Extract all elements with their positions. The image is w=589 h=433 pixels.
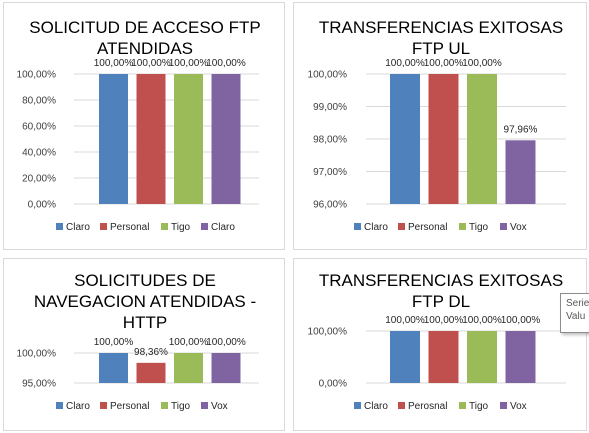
legend-swatch <box>354 402 361 409</box>
y-tick-label: 60,00% <box>22 122 56 133</box>
legend-label: Tigo <box>469 401 489 412</box>
chart-panel-ftp-ul[interactable]: TRANSFERENCIAS EXITOSAS FTP UL 96,00% 97,00… <box>293 2 587 250</box>
data-label: 98,36% <box>134 347 168 358</box>
data-label: 100,00% <box>94 337 134 348</box>
legend-label: Claro <box>66 222 90 233</box>
legend-swatch <box>201 402 208 409</box>
chart-title-line: HTTP <box>123 313 167 332</box>
data-label: 100,00% <box>169 58 209 69</box>
chart-title-line: FTP DL <box>412 292 470 311</box>
legend-label: Tigo <box>171 401 191 412</box>
y-tick-label: 100,00% <box>308 70 348 81</box>
legend-swatch <box>500 223 507 230</box>
y-tick-label: 100,00% <box>17 349 57 360</box>
y-tick-label: 99,00% <box>313 102 347 113</box>
y-tick-label: 20,00% <box>22 174 56 185</box>
data-label: 97,96% <box>504 124 538 135</box>
legend-swatch <box>500 402 507 409</box>
data-label: 100,00% <box>206 58 246 69</box>
legend-swatch <box>398 402 405 409</box>
chart-panel-ftp-dl[interactable]: TRANSFERENCIAS EXITOSAS FTP DL 0,00% 100,00… <box>293 258 587 431</box>
data-label: 100,00% <box>462 58 502 69</box>
bar-claro[interactable] <box>390 331 420 383</box>
data-label: 100,00% <box>385 58 425 69</box>
legend-label: Claro <box>211 222 235 233</box>
bar-claro[interactable] <box>99 74 128 204</box>
y-tick-label: 100,00% <box>17 70 57 81</box>
data-label: 100,00% <box>385 315 425 326</box>
y-tick-label: 40,00% <box>22 148 56 159</box>
bar-claro[interactable] <box>99 353 128 383</box>
chart-title-line: NAVEGACION ATENDIDAS - <box>34 292 256 311</box>
data-label: 100,00% <box>501 315 541 326</box>
data-label: 100,00% <box>424 315 464 326</box>
legend-label: Tigo <box>469 222 489 233</box>
bar-personal[interactable] <box>136 362 166 383</box>
legend-label: Perosnal <box>408 401 447 412</box>
legend-label: Personal <box>110 222 149 233</box>
chart-title-line: TRANSFERENCIAS EXITOSAS <box>319 18 563 37</box>
legend-label: Claro <box>364 401 388 412</box>
bar-claro[interactable] <box>390 74 420 204</box>
bar-tigo[interactable] <box>174 353 203 383</box>
y-tick-label: 0,00% <box>28 200 56 211</box>
legend-label: Personal <box>408 222 447 233</box>
bar-personal[interactable] <box>136 74 166 204</box>
chart-panel-http[interactable]: SOLICITUDES DE NAVEGACION ATENDIDAS - HTTP… <box>3 258 285 431</box>
legend-swatch <box>161 223 168 230</box>
legend-label: Personal <box>110 401 149 412</box>
legend-swatch <box>459 402 466 409</box>
chart-title-line: SOLICITUDES DE <box>74 271 216 290</box>
y-tick-label: 0,00% <box>319 379 347 390</box>
y-tick-label: 96,00% <box>313 200 347 211</box>
legend-swatch <box>56 223 63 230</box>
legend-swatch <box>100 223 107 230</box>
bar-personal[interactable] <box>428 74 459 204</box>
bar-claro[interactable] <box>211 74 241 204</box>
chart-title-line: TRANSFERENCIAS EXITOSAS <box>319 271 563 290</box>
data-label: 100,00% <box>462 315 502 326</box>
bar-tigo[interactable] <box>174 74 203 204</box>
chart-panel-ftp-access[interactable]: SOLICITUD DE ACCESO FTP ATENDIDAS 0,00% 20,… <box>3 2 285 250</box>
legend-swatch <box>161 402 168 409</box>
legend-label: Tigo <box>171 222 191 233</box>
legend-swatch <box>56 402 63 409</box>
chart-svg: SOLICITUD DE ACCESO FTP ATENDIDAS 0,00% 20,… <box>17 18 261 233</box>
legend-swatch <box>459 223 466 230</box>
chart-svg: SOLICITUDES DE NAVEGACION ATENDIDAS - HTTP… <box>17 271 259 412</box>
chart-title-line: FTP UL <box>412 39 470 58</box>
data-label: 100,00% <box>131 58 171 69</box>
legend-swatch <box>398 223 405 230</box>
data-label: 100,00% <box>169 337 209 348</box>
data-label: 100,00% <box>206 337 246 348</box>
bar-vox[interactable] <box>505 331 536 383</box>
y-tick-label: 100,00% <box>308 327 348 338</box>
legend-label: Claro <box>66 401 90 412</box>
bar-perosnal[interactable] <box>428 331 459 383</box>
y-tick-label: 95,00% <box>22 379 56 390</box>
data-label: 100,00% <box>94 58 134 69</box>
y-tick-label: 97,00% <box>313 167 347 178</box>
chart-title-line: SOLICITUD DE ACCESO FTP <box>29 18 260 37</box>
bar-tigo[interactable] <box>467 331 497 383</box>
chart-svg: TRANSFERENCIAS EXITOSAS FTP DL 0,00% 100,00… <box>308 271 566 412</box>
chart-tooltip: Serie Valu <box>560 293 589 333</box>
tooltip-series-text: Serie <box>566 298 589 309</box>
legend-swatch <box>201 223 208 230</box>
legend-label: Vox <box>211 401 228 412</box>
legend-label: Claro <box>364 222 388 233</box>
bar-vox[interactable] <box>211 353 241 383</box>
legend-label: Vox <box>510 401 527 412</box>
tooltip-value-text: Valu <box>566 311 586 322</box>
legend-swatch <box>354 223 361 230</box>
legend-swatch <box>100 402 107 409</box>
data-label: 100,00% <box>424 58 464 69</box>
y-tick-label: 98,00% <box>313 135 347 146</box>
chart-svg: TRANSFERENCIAS EXITOSAS FTP UL 96,00% 97,00… <box>308 18 566 233</box>
y-tick-label: 80,00% <box>22 96 56 107</box>
chart-title-line: ATENDIDAS <box>97 39 193 58</box>
bar-vox[interactable] <box>505 140 536 204</box>
legend-label: Vox <box>510 222 527 233</box>
bar-tigo[interactable] <box>467 74 497 204</box>
